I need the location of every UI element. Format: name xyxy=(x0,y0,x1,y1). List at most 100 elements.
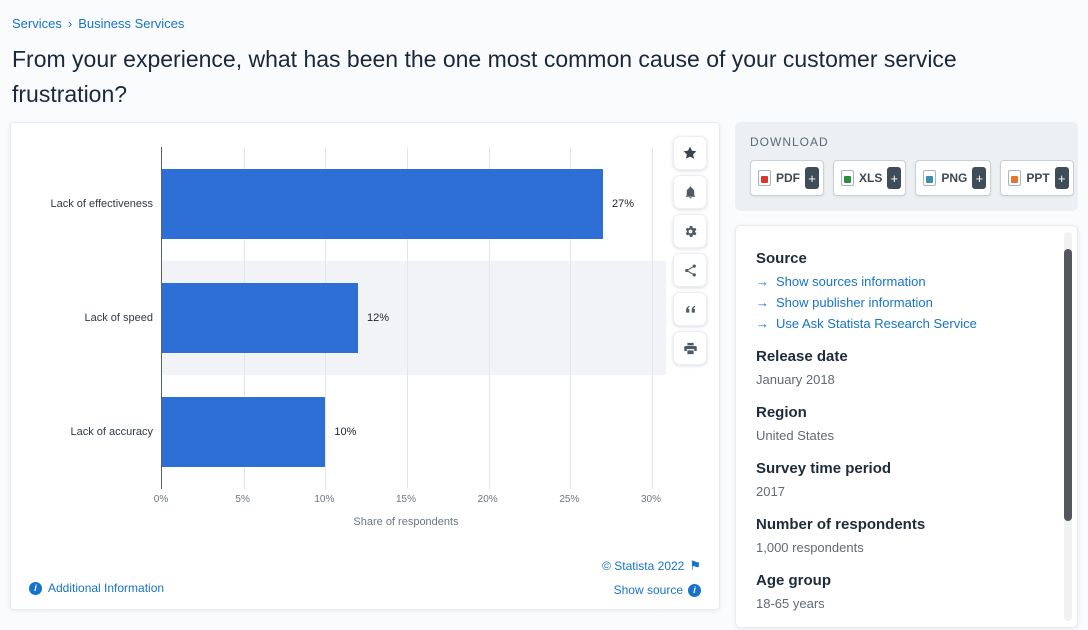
arrow-icon: → xyxy=(756,274,769,289)
download-buttons: PDF + XLS + PNG + PPT + xyxy=(750,160,1074,196)
download-pdf-label: PDF xyxy=(776,171,800,185)
bar-value-label: 10% xyxy=(334,425,357,438)
bar-row: 12% xyxy=(162,261,666,375)
printer-icon xyxy=(683,341,698,356)
bar-value-label: 12% xyxy=(367,311,390,324)
info-icon: i xyxy=(29,581,42,595)
chart-card: Lack of effectiveness Lack of speed Lack o… xyxy=(10,122,720,610)
bar xyxy=(162,282,358,353)
plus-icon[interactable]: + xyxy=(972,167,987,189)
pdf-file-icon xyxy=(758,170,771,186)
breadcrumb-separator: › xyxy=(67,16,73,31)
number-of-respondents-value: 1,000 respondents xyxy=(756,540,864,555)
category-labels: Lack of effectiveness Lack of speed Lack o… xyxy=(31,147,161,489)
xls-file-icon xyxy=(841,170,854,186)
download-xls-label: XLS xyxy=(859,171,883,185)
gridline xyxy=(570,147,572,489)
x-tick-label: 5% xyxy=(235,494,250,505)
ppt-file-icon xyxy=(1008,170,1022,186)
download-ppt-button[interactable]: PPT + xyxy=(1000,160,1074,196)
release-date-value: January 2018 xyxy=(756,372,835,387)
page-title: From your experience, what has been the … xyxy=(12,46,957,107)
download-png-button[interactable]: PNG + xyxy=(915,160,992,196)
breadcrumb-link-business-services[interactable]: Business Services xyxy=(78,16,185,31)
show-publisher-information-label: Show publisher information xyxy=(776,295,933,310)
plus-icon[interactable]: + xyxy=(887,167,902,189)
bar-chart: Lack of effectiveness Lack of speed Lack o… xyxy=(11,123,719,528)
show-source-label: Show source xyxy=(613,583,683,597)
statista-copyright-link[interactable]: © Statista 2022 ⚑ xyxy=(602,558,701,574)
gridline xyxy=(407,147,408,489)
quote-icon xyxy=(683,302,698,317)
category-label: Lack of speed xyxy=(84,312,154,324)
show-sources-information-label: Show sources information xyxy=(776,274,926,289)
bell-icon xyxy=(683,185,698,200)
x-axis-ticks: 0% 5% 10% 15% 20% 25% 30% xyxy=(154,494,699,509)
download-ppt-label: PPT xyxy=(1026,171,1050,185)
download-pdf-button[interactable]: PDF + xyxy=(750,160,824,196)
download-xls-button[interactable]: XLS + xyxy=(833,160,907,196)
age-group-value: 18-65 years xyxy=(756,596,825,611)
star-icon xyxy=(682,145,698,161)
show-source-link[interactable]: Show source i xyxy=(614,583,701,597)
show-publisher-information-link[interactable]: → Show publisher information xyxy=(756,295,1041,310)
bar-row: 10% xyxy=(162,375,666,489)
release-date-heading: Release date xyxy=(756,348,848,365)
additional-information-link[interactable]: i Additional Information xyxy=(29,581,164,595)
x-tick-label: 20% xyxy=(477,494,498,505)
favorite-star-button[interactable] xyxy=(673,136,707,170)
source-heading: Source xyxy=(756,250,807,267)
cite-quote-button[interactable] xyxy=(673,292,707,326)
x-axis-label: Share of respondents xyxy=(353,516,459,528)
x-tick-label: 0% xyxy=(153,494,169,505)
x-tick-label: 25% xyxy=(559,494,580,505)
scrollbar-thumb[interactable] xyxy=(1064,249,1072,521)
plot-area: 27% 12% 10% xyxy=(161,147,666,489)
copyright-label: © Statista 2022 xyxy=(602,559,685,573)
download-png-label: PNG xyxy=(941,171,968,185)
category-label: Lack of accuracy xyxy=(70,426,153,438)
number-of-respondents-heading: Number of respondents xyxy=(756,516,926,533)
share-icon xyxy=(683,263,698,278)
bar xyxy=(162,396,326,467)
gear-icon xyxy=(683,224,698,239)
additional-information-label: Additional Information xyxy=(48,581,165,595)
x-tick-label: 30% xyxy=(640,494,662,505)
x-tick-label: 15% xyxy=(395,494,417,505)
breadcrumb-link-services[interactable]: Services xyxy=(12,16,62,31)
flag-icon: ⚑ xyxy=(689,558,701,573)
bar-value-label: 27% xyxy=(612,197,635,210)
breadcrumb: Services › Business Services xyxy=(12,16,184,31)
x-tick-label: 10% xyxy=(314,494,335,505)
survey-time-period-heading: Survey time period xyxy=(756,460,892,477)
notification-bell-button[interactable] xyxy=(673,175,707,209)
png-file-icon xyxy=(923,170,937,186)
plus-icon[interactable]: + xyxy=(1054,167,1069,189)
gridline xyxy=(488,147,490,489)
show-sources-information-link[interactable]: → Show sources information xyxy=(756,274,1041,289)
ask-statista-research-service-label: Use Ask Statista Research Service xyxy=(776,316,977,331)
region-value: United States xyxy=(756,428,835,443)
category-label: Lack of effectiveness xyxy=(50,198,153,210)
settings-gear-button[interactable] xyxy=(673,214,707,248)
ask-statista-research-service-link[interactable]: → Use Ask Statista Research Service xyxy=(756,316,1041,331)
share-button[interactable] xyxy=(673,253,707,287)
bar-row: 27% xyxy=(162,147,666,261)
survey-time-period-value: 2017 xyxy=(756,484,785,499)
chart-toolbar xyxy=(673,136,707,365)
download-box: DOWNLOAD PDF + XLS + PNG + xyxy=(735,122,1078,211)
region-heading: Region xyxy=(756,404,807,421)
age-group-heading: Age group xyxy=(756,572,831,589)
arrow-icon: → xyxy=(756,295,769,310)
chart-footer-right: © Statista 2022 ⚑ Show source i xyxy=(602,558,701,597)
info-icon: i xyxy=(688,583,701,597)
arrow-icon: → xyxy=(756,316,769,331)
gridline xyxy=(652,147,653,489)
right-panel: DOWNLOAD PDF + XLS + PNG + xyxy=(735,122,1078,628)
bar xyxy=(162,168,603,239)
print-button[interactable] xyxy=(673,331,707,365)
download-heading: DOWNLOAD xyxy=(750,135,829,149)
statistic-details-card: Source → Show sources information → Show… xyxy=(735,225,1078,628)
plus-icon[interactable]: + xyxy=(805,167,819,189)
